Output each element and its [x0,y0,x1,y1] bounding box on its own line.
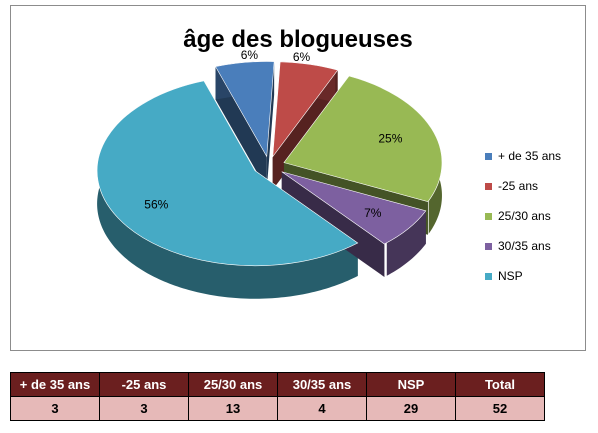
data-label-plus-35: 6% [241,48,259,62]
legend-item-30-35: 30/35 ans [485,231,561,261]
legend-swatch [485,182,492,190]
legend-item-plus-35: + de 35 ans [485,141,561,171]
data-label-nsp: 56% [144,198,168,212]
legend-swatch [485,212,492,220]
pie-slice-25-30 [283,75,443,203]
table-cell: 4 [277,396,367,421]
table-row: 3 3 13 4 29 52 [10,396,545,421]
pie-slice-minus-25 [272,61,339,158]
pie-chart: 6% 6% 25% 7% 56% [96,48,443,299]
table-header-cell: 25/30 ans [188,372,278,397]
legend-label: + de 35 ans [498,149,562,163]
legend-label: -25 ans [498,179,539,193]
legend: + de 35 ans -25 ans 25/30 ans 30/35 ans … [485,141,561,291]
legend-swatch [485,272,492,280]
pie-slice-30-35 [281,171,427,245]
data-label-minus-25: 6% [293,50,311,64]
chart-title: âge des blogueuses [183,26,413,53]
table-header-cell: Total [455,372,545,397]
pie-slice-wall-nsp [97,81,358,299]
pie-slice-side-30-35-1 [281,171,385,277]
table-cell: 3 [99,396,189,421]
table-header-cell: 30/35 ans [277,372,367,397]
table-cell: 52 [455,396,545,421]
pie-slice-plus-35 [215,61,275,158]
legend-item-25-30: 25/30 ans [485,201,561,231]
data-label-30-35: 7% [364,206,382,220]
data-label-25-30: 25% [378,131,402,145]
table-header-cell: NSP [366,372,456,397]
table-header-cell: + de 35 ans [10,372,100,397]
pie-slice-nsp [96,80,359,267]
legend-label: NSP [498,269,523,283]
legend-label: 25/30 ans [498,209,551,223]
pie-slice-side-plus-35-1 [266,61,275,190]
legend-item-minus-25: -25 ans [485,171,561,201]
legend-swatch [485,242,492,250]
table-cell: 13 [188,396,278,421]
table-cell: 29 [366,396,456,421]
summary-table: + de 35 ans -25 ans 25/30 ans 30/35 ans … [10,372,545,421]
legend-item-nsp: NSP [485,261,561,291]
table-cell: 3 [10,396,100,421]
table-header-cell: -25 ans [99,372,189,397]
legend-swatch [485,152,492,160]
pie-slice-wall-30-35 [386,210,426,276]
chart-area: âge des blogueuses 6% 6% 25% 7% 56% + de 35 … [10,5,586,351]
table-header-row: + de 35 ans -25 ans 25/30 ans 30/35 ans … [10,372,545,397]
legend-label: 30/35 ans [498,239,551,253]
